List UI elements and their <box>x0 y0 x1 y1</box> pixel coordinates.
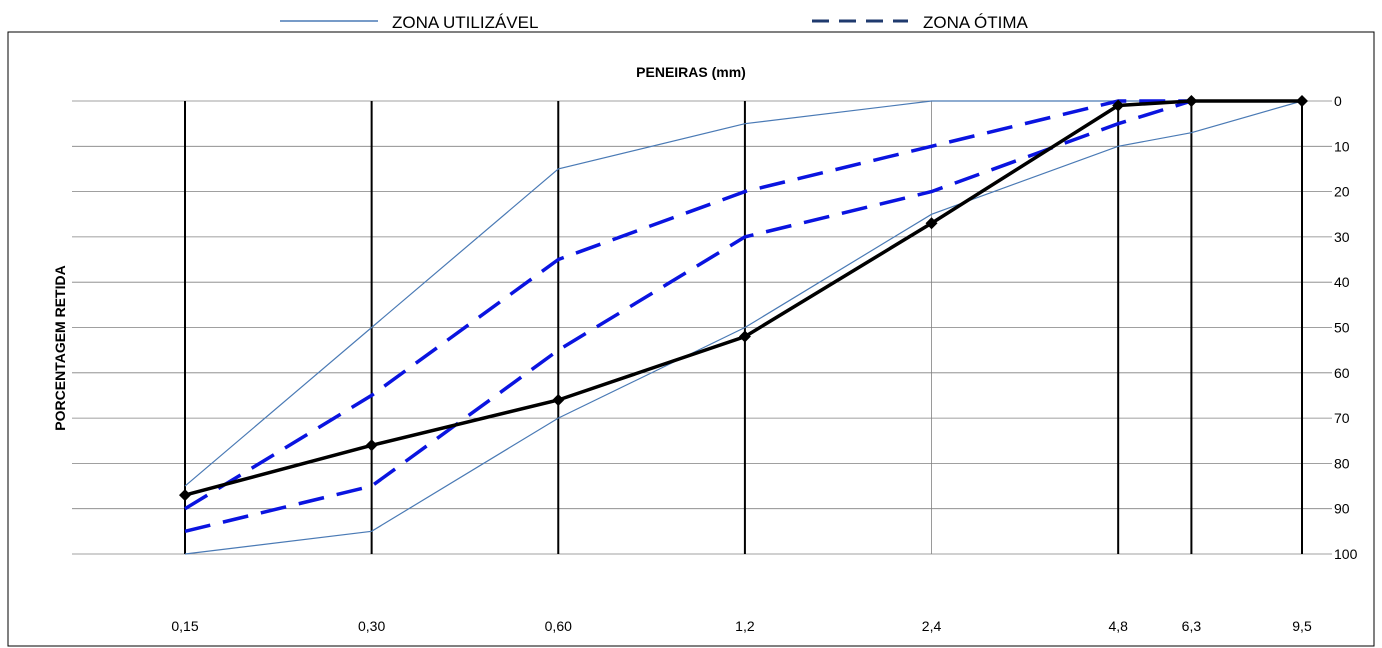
y-tick-label: 90 <box>1334 501 1350 517</box>
y-tick-label: 30 <box>1334 229 1350 245</box>
grid-layer <box>72 100 1332 555</box>
x-tick-labels: 0,15 0,30 0,60 1,2 2,4 4,8 6,3 9,5 <box>171 618 1312 634</box>
x-tick-label: 0,15 <box>171 618 198 634</box>
chart-title: PENEIRAS (mm) <box>636 64 746 80</box>
usable-zone-line <box>184 100 1303 555</box>
x-tick-label: 6,3 <box>1182 618 1202 634</box>
y-tick-label: 10 <box>1334 138 1350 154</box>
sample-curve-line <box>184 99 1302 497</box>
sample-point <box>552 393 565 406</box>
sample-point <box>179 489 191 502</box>
sample-point <box>1112 99 1125 112</box>
legend-label-usable: ZONA UTILIZÁVEL <box>392 13 538 32</box>
sample-point <box>1296 95 1308 107</box>
y-axis-title: PORCENTAGEM RETIDA <box>52 265 68 430</box>
y-tick-label: 100 <box>1334 546 1358 562</box>
y-tick-label: 70 <box>1334 410 1350 426</box>
y-tick-label: 80 <box>1334 455 1350 471</box>
optimal-zone-line <box>184 99 1192 534</box>
sample-point <box>925 217 938 230</box>
y-tick-label: 0 <box>1334 93 1342 109</box>
legend: ZONA UTILIZÁVEL ZONA ÓTIMA <box>280 13 1029 32</box>
marker-layer <box>179 95 1308 502</box>
sample-point <box>1185 95 1198 107</box>
y-tick-labels: 0 10 20 30 40 50 60 70 80 90 100 <box>1334 93 1358 562</box>
legend-label-optimal: ZONA ÓTIMA <box>923 13 1029 32</box>
y-tick-label: 60 <box>1334 365 1350 381</box>
x-tick-label: 0,30 <box>358 618 385 634</box>
chart-frame <box>7 31 1375 647</box>
sample-point <box>738 330 751 343</box>
y-tick-label: 50 <box>1334 320 1350 336</box>
y-tick-label: 40 <box>1334 274 1350 290</box>
y-tick-label: 20 <box>1334 184 1350 200</box>
x-tick-label: 0,60 <box>545 618 572 634</box>
x-tick-label: 4,8 <box>1108 618 1128 634</box>
x-tick-label: 2,4 <box>922 618 942 634</box>
x-tick-label: 9,5 <box>1292 618 1312 634</box>
sample-point <box>365 439 378 452</box>
x-tick-label: 1,2 <box>735 618 755 634</box>
